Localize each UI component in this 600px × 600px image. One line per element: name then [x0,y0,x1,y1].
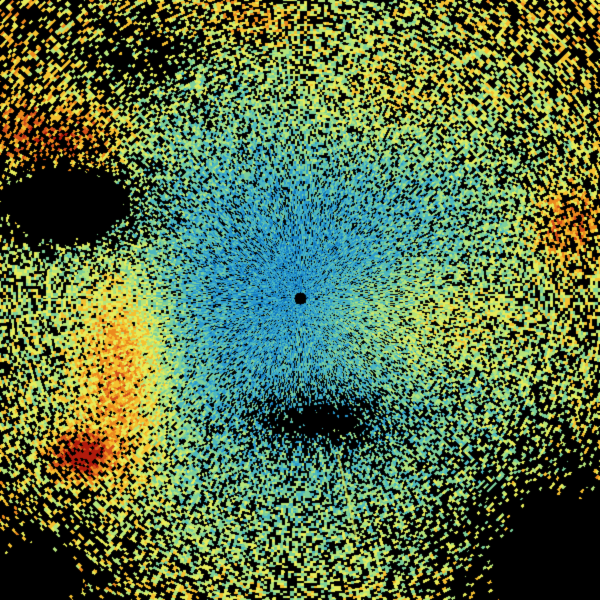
radar-canvas [0,0,600,600]
radar-image [0,0,600,600]
